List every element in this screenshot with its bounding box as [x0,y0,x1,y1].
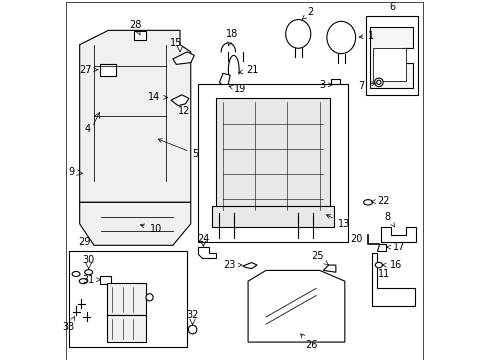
Polygon shape [172,52,194,64]
Text: 3: 3 [318,80,331,90]
Polygon shape [247,270,344,342]
Text: 22: 22 [371,195,389,206]
FancyBboxPatch shape [106,315,145,342]
Text: 2: 2 [302,8,313,19]
Text: 23: 23 [223,260,242,270]
Polygon shape [369,27,412,88]
Text: 32: 32 [186,310,198,320]
FancyBboxPatch shape [65,2,423,360]
Polygon shape [323,265,335,272]
Text: 18: 18 [225,29,238,46]
Text: 33: 33 [62,316,75,332]
Text: 1: 1 [358,31,373,41]
Ellipse shape [72,271,80,276]
FancyBboxPatch shape [198,84,347,242]
Text: 11: 11 [377,269,389,279]
Ellipse shape [374,262,382,268]
Polygon shape [80,30,190,202]
FancyBboxPatch shape [373,48,405,81]
Ellipse shape [326,21,355,54]
Polygon shape [80,202,190,245]
Text: 31: 31 [82,275,101,285]
Text: 26: 26 [300,334,317,350]
FancyBboxPatch shape [69,251,187,347]
Text: 28: 28 [129,20,141,35]
Text: 10: 10 [140,224,162,234]
Ellipse shape [363,200,372,205]
Text: 30: 30 [82,255,95,265]
Polygon shape [198,247,215,258]
Text: 20: 20 [350,234,362,244]
Text: 25: 25 [310,252,328,265]
Text: 13: 13 [326,215,349,229]
Circle shape [376,80,380,85]
Circle shape [374,78,383,87]
Polygon shape [212,206,333,228]
FancyBboxPatch shape [330,79,340,91]
Text: 24: 24 [197,234,209,244]
FancyBboxPatch shape [100,276,111,284]
Text: 4: 4 [84,124,90,134]
Ellipse shape [285,19,310,48]
Polygon shape [380,228,416,242]
Text: 21: 21 [239,65,258,75]
Polygon shape [376,244,385,251]
FancyBboxPatch shape [134,31,145,40]
Polygon shape [371,252,414,306]
Text: 16: 16 [382,260,401,270]
Text: 7: 7 [358,81,375,91]
Text: 12: 12 [178,105,190,116]
Ellipse shape [84,270,92,275]
Text: 19: 19 [229,85,245,94]
Text: 17: 17 [386,242,405,252]
Text: 15: 15 [170,39,182,49]
Text: 5: 5 [158,139,199,159]
Text: 29: 29 [78,237,90,247]
Text: 9: 9 [68,167,74,177]
Text: 27: 27 [80,65,98,75]
Polygon shape [215,98,330,213]
FancyBboxPatch shape [100,64,116,76]
FancyBboxPatch shape [366,16,417,95]
Text: 8: 8 [384,212,394,227]
Text: 14: 14 [148,93,167,102]
Ellipse shape [79,279,87,284]
FancyBboxPatch shape [106,283,145,315]
Text: 6: 6 [388,3,395,13]
Polygon shape [171,95,188,105]
Circle shape [145,294,153,301]
Polygon shape [219,73,230,86]
Polygon shape [242,262,257,269]
Circle shape [188,325,197,334]
